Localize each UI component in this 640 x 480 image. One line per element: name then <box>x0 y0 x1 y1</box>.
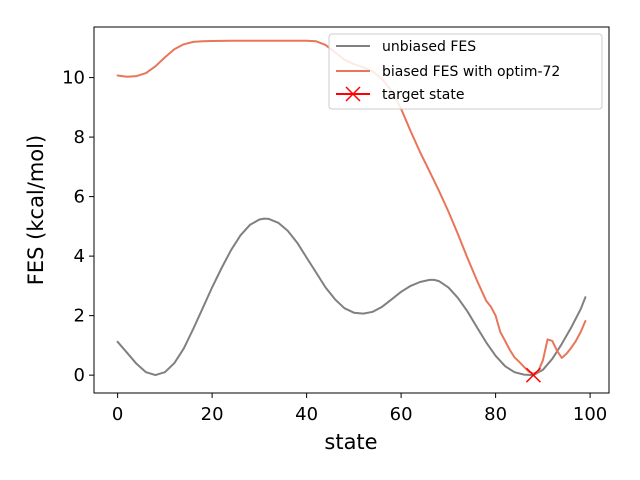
legend-label-unbiased: unbiased FES <box>382 39 476 55</box>
legend-swatch-target-marker <box>345 86 361 102</box>
x-tick-label: 20 <box>201 404 224 425</box>
x-tick-label: 100 <box>573 404 607 425</box>
x-tick-label: 40 <box>295 404 318 425</box>
plot-content <box>116 39 587 383</box>
x-axis-ticks: 0 20 40 60 80 100 <box>112 393 607 425</box>
legend-box <box>328 33 603 110</box>
unbiased-fes-line <box>116 217 587 377</box>
legend: unbiased FES biased FES with optim-72 ta… <box>328 33 603 110</box>
biased-fes-line <box>116 39 587 375</box>
y-tick-label: 0 <box>74 365 85 386</box>
target-state-marker <box>525 367 541 383</box>
legend-label-target: target state <box>382 87 464 103</box>
legend-label-biased: biased FES with optim-72 <box>382 64 560 80</box>
y-tick-label: 2 <box>74 306 85 327</box>
x-tick-label: 80 <box>484 404 507 425</box>
plot-frame <box>93 26 610 394</box>
x-axis-label: state <box>324 430 377 454</box>
y-tick-label: 8 <box>74 127 85 148</box>
y-tick-label: 10 <box>62 68 85 89</box>
y-axis-ticks: 0 2 4 6 8 10 <box>62 68 94 386</box>
x-tick-label: 60 <box>390 404 413 425</box>
y-axis-label: FES (kcal/mol) <box>24 135 48 285</box>
y-tick-label: 4 <box>74 246 85 267</box>
y-tick-label: 6 <box>74 187 85 208</box>
x-tick-label: 0 <box>112 404 123 425</box>
